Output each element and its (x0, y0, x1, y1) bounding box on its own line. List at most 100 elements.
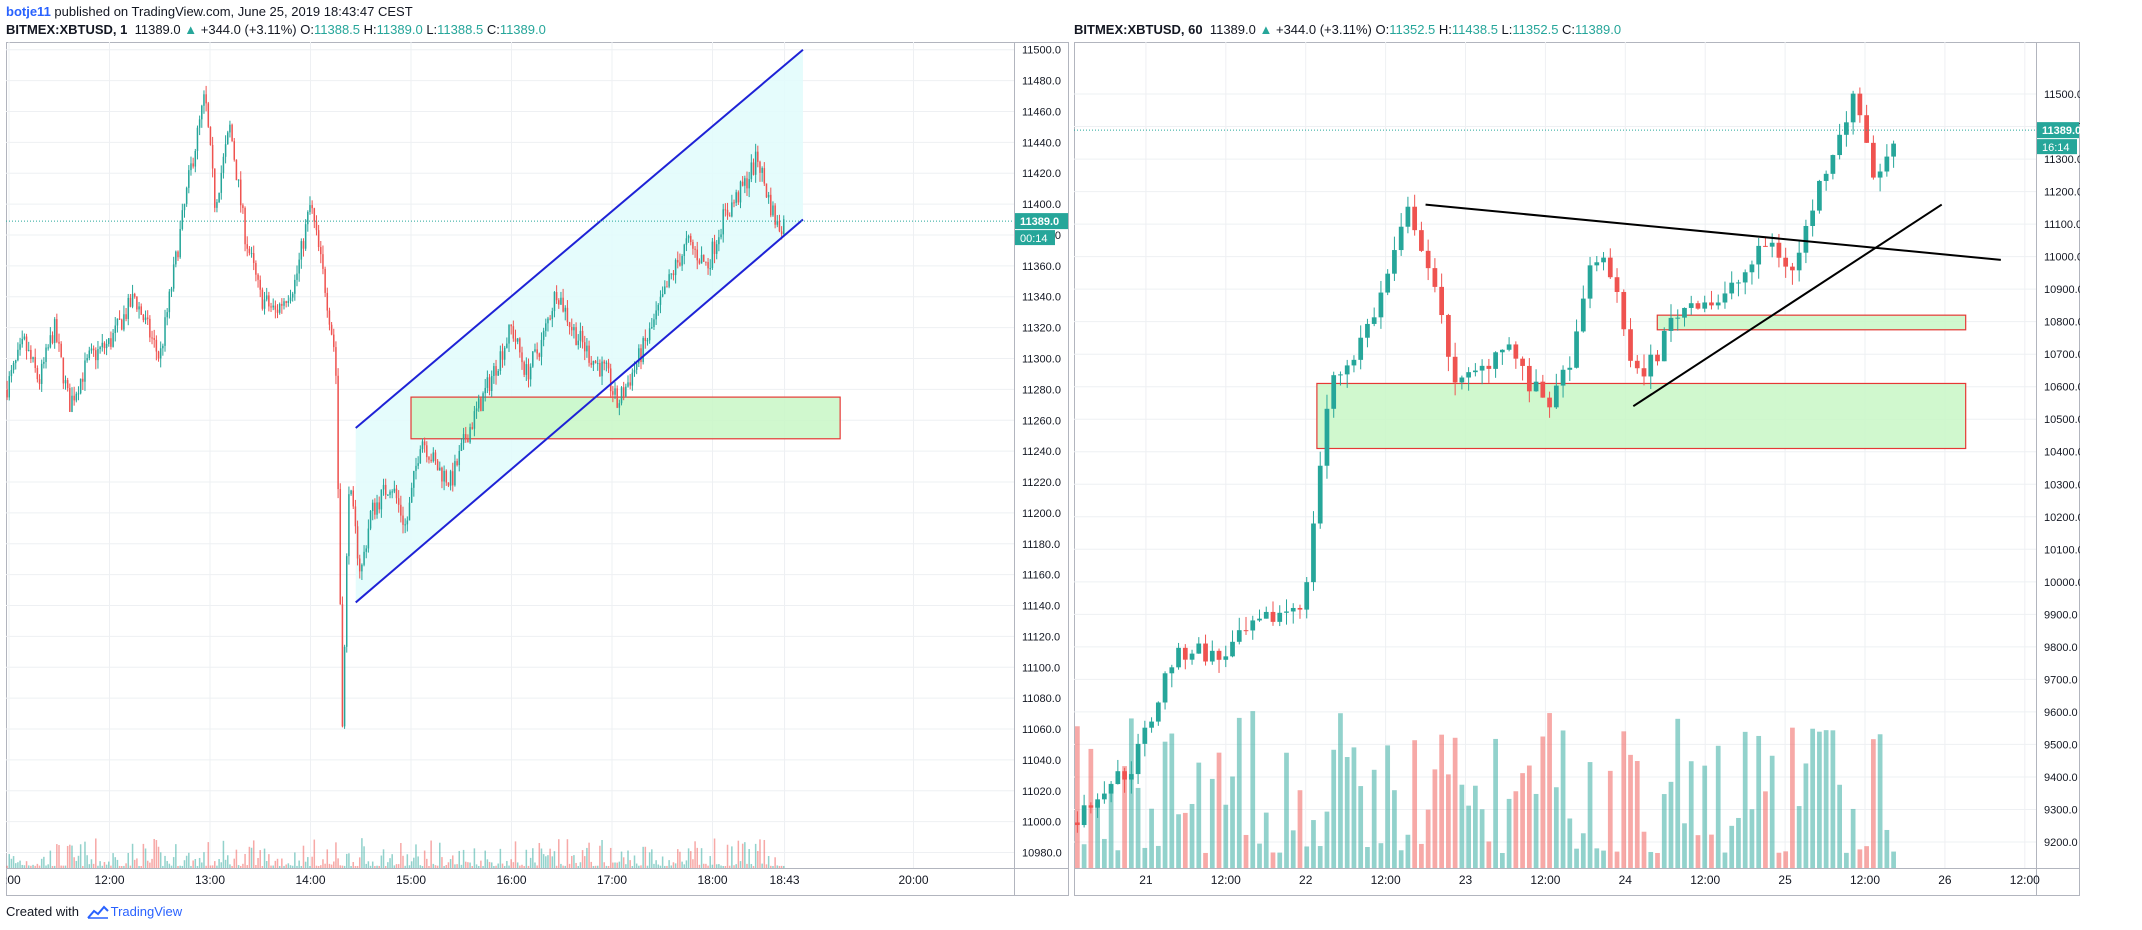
left-close: 11389.0 (499, 22, 546, 37)
right-chart-header: BITMEX:XBTUSD, 60 11389.0 ▲ +344.0 (+3.1… (1074, 22, 1622, 37)
volume-bar (642, 846, 644, 868)
candle-body (527, 364, 530, 380)
volume-bar (10, 858, 13, 868)
last-price-label: 11389.0 (1020, 216, 1059, 228)
candle-body (64, 380, 67, 384)
volume-bar (661, 856, 664, 868)
volume-bar (229, 864, 231, 868)
volume-bar (257, 858, 259, 868)
candle-body (1574, 331, 1579, 368)
candle-body (276, 309, 279, 313)
candle-body (12, 363, 15, 371)
candle-body (1149, 721, 1154, 728)
volume-bar (43, 856, 45, 868)
candle-body (1857, 93, 1863, 116)
volume-bar (166, 860, 168, 868)
volume-bar (659, 865, 662, 868)
volume-bar (207, 842, 210, 868)
volume-bar (1223, 804, 1229, 868)
candle-body (748, 179, 750, 189)
volume-bar (1466, 805, 1471, 868)
candle-body (1250, 620, 1256, 631)
volume-bar (391, 854, 393, 868)
candle-body (1715, 302, 1721, 306)
volume-bar (413, 857, 415, 868)
candle-body (529, 366, 532, 380)
volume-bar (516, 862, 519, 868)
volume-bar (283, 865, 285, 868)
y-tick-label: 10200.0 (2044, 512, 2080, 524)
candle-body (1560, 369, 1566, 386)
candle-body (1621, 291, 1627, 330)
left-chart-pane[interactable]: 11500.0 11480.0 11460.0 11440.0 11420.0 11400… (6, 42, 1069, 896)
volume-bar (752, 866, 755, 868)
volume-bar (350, 865, 352, 868)
candle-body (142, 314, 145, 321)
right-chart-pane[interactable]: 11500.011400.011300.011200.011100.011000… (1074, 42, 2080, 896)
candle-body (447, 482, 450, 486)
candle-body (66, 380, 69, 389)
volume-bar (508, 865, 510, 868)
candle-body (365, 548, 367, 552)
candle-body (1742, 272, 1748, 283)
candle-body (620, 387, 623, 404)
candle-body (320, 247, 322, 255)
volume-bar (527, 865, 530, 868)
right-price-chart[interactable]: 11500.011400.011300.011200.011100.011000… (1074, 42, 2080, 896)
candle-body (666, 286, 668, 288)
trend-line[interactable] (1425, 203, 2001, 261)
volume-bar (501, 863, 504, 868)
volume-bar (590, 861, 592, 868)
candle-body (62, 357, 65, 384)
volume-bar (1526, 765, 1532, 868)
author-name[interactable]: botje11 (6, 4, 51, 19)
candle-body (1155, 702, 1161, 722)
volume-bar (164, 855, 166, 868)
candle-body (190, 163, 192, 171)
volume-bar (722, 865, 724, 868)
candle-body (1628, 329, 1633, 361)
candle-body (590, 362, 592, 365)
volume-bar (97, 865, 99, 868)
support-zone-rect[interactable] (410, 396, 841, 440)
volume-bar (1871, 739, 1876, 868)
volume-bar (1891, 851, 1896, 868)
trend-line[interactable] (1632, 203, 1943, 408)
channel-lower-line[interactable] (355, 218, 804, 604)
x-tick-label: 23 (1459, 873, 1473, 887)
candle-body (1567, 367, 1573, 370)
volume-bar (415, 844, 417, 868)
candle-body (735, 192, 737, 203)
volume-bar (657, 864, 660, 868)
candle-body (1203, 643, 1208, 662)
channel-upper-line[interactable] (355, 48, 804, 429)
candle-body (679, 262, 681, 266)
volume-bar (1587, 762, 1593, 868)
footer-brand-link[interactable]: TradingView (110, 904, 183, 919)
volume-bar (1695, 835, 1701, 868)
candle-body (733, 202, 735, 204)
volume-bar (1473, 785, 1478, 868)
support-zone-rect[interactable] (1316, 382, 1967, 450)
footer: Created with TradingView (6, 904, 182, 922)
candle-body (1884, 156, 1890, 172)
candle-body (268, 295, 270, 307)
volume-bar (1540, 736, 1546, 868)
candle-body (408, 502, 411, 521)
left-price-chart[interactable]: 11500.0 11480.0 11460.0 11440.0 11420.0 11400… (6, 42, 1069, 896)
candle-body (1324, 408, 1330, 466)
volume-bar (551, 856, 554, 868)
candle-body (783, 219, 785, 235)
volume-bar (1823, 730, 1829, 868)
volume-bar (558, 839, 560, 868)
candle-body (1277, 612, 1283, 622)
volume-bar (780, 865, 783, 868)
left-last-price: 11389.0 (134, 22, 181, 37)
volume-bar (588, 842, 590, 868)
candle-body (776, 220, 779, 225)
candle-body (715, 244, 718, 254)
support-zone-rect[interactable] (1656, 314, 1967, 331)
volume-bar (1702, 765, 1708, 868)
candle-body (1122, 771, 1127, 780)
volume-bar (101, 865, 104, 868)
